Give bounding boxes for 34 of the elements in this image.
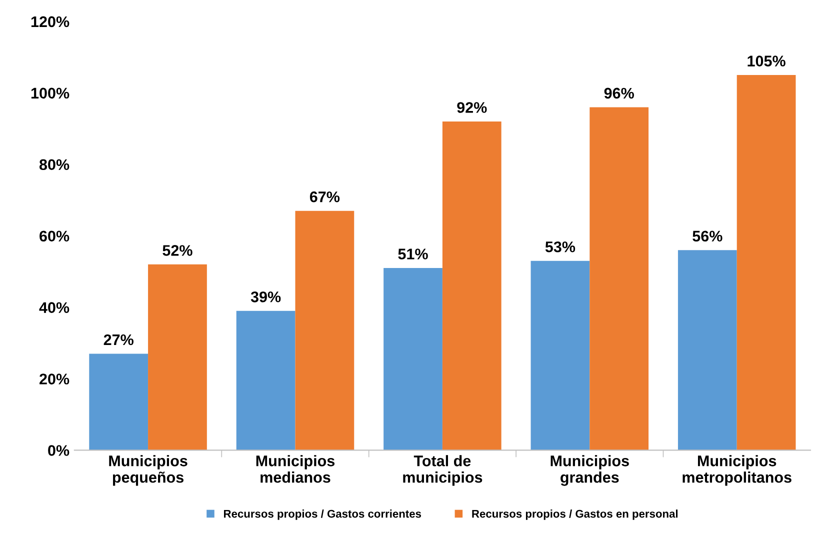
x-tick-label: Municipios grandes: [550, 455, 629, 486]
bar: [89, 354, 148, 450]
legend-label: Recursos propios / Gastos en personal: [472, 510, 678, 520]
x-tick-label: Municipios metropolitanos: [682, 455, 792, 486]
x-tick-label: Total de municipios: [403, 455, 482, 486]
bar: [384, 268, 442, 450]
y-tick-label: 20%: [40, 374, 70, 384]
data-label: 52%: [162, 245, 192, 256]
y-tick-label: 40%: [39, 302, 70, 313]
bar: [295, 210, 354, 450]
y-tick-label: 60%: [40, 230, 70, 242]
bar: [530, 260, 590, 450]
data-label: 92%: [457, 102, 487, 113]
bar: [590, 107, 649, 450]
bar: [148, 264, 207, 450]
y-tick-label: 0%: [48, 445, 70, 456]
y-tick-label: 120%: [31, 16, 70, 28]
legend-label: Recursos propios / Gastos corrientes: [224, 510, 422, 520]
data-label: 105%: [748, 56, 786, 66]
data-label: 53%: [545, 241, 576, 252]
data-label: 27%: [104, 334, 134, 346]
bar: [678, 250, 737, 450]
data-label: 51%: [398, 248, 428, 260]
bar: [736, 75, 796, 450]
data-label: 39%: [250, 291, 281, 302]
bar: [442, 121, 502, 450]
x-tick-label: Municipios medianos: [256, 455, 335, 483]
bar: [236, 310, 296, 450]
data-label: 67%: [310, 191, 340, 202]
y-tick-label: 100%: [31, 88, 70, 99]
x-tick-label: Municipios pequeños: [109, 455, 188, 486]
data-label: 56%: [692, 230, 722, 242]
data-label: 96%: [604, 88, 634, 99]
y-tick-label: 80%: [39, 159, 70, 170]
